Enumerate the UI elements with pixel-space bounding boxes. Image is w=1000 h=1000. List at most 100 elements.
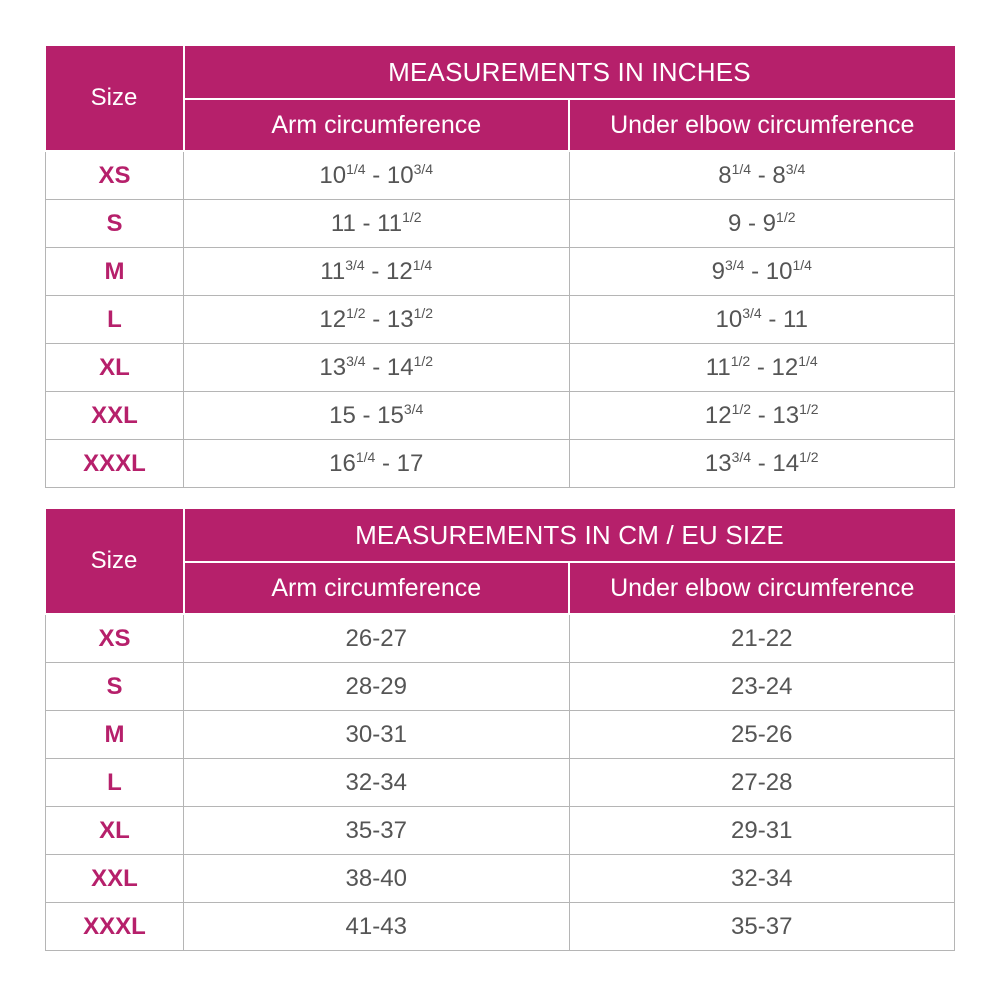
arm-value-b: 12 (386, 257, 413, 285)
elbow-value-cell: 133/4 - 141/2 (568, 439, 955, 488)
cm-size-header: Size (45, 509, 185, 615)
elbow-value-b: 8 (772, 161, 786, 189)
table-row: S 28-29 23-24 (45, 662, 955, 711)
elbow-value: 27-28 (568, 758, 955, 807)
arm-value: 41-43 (183, 902, 570, 951)
elbow-value: 29-31 (568, 806, 955, 855)
elbow-value-sep: - (761, 305, 784, 333)
cm-table-title: MEASUREMENTS IN CM / EU SIZE (182, 509, 955, 563)
elbow-value-as: 3/4 (731, 448, 752, 465)
arm-value-bs: 3/4 (413, 160, 434, 177)
table-row: XXXL 161/4 - 17 133/4 - 141/2 (45, 439, 955, 488)
size-label: XXL (45, 854, 184, 903)
arm-value-b: 11 (377, 209, 403, 237)
cm-table-body: XS 26-27 21-22 S 28-29 23-24 M 30-31 25-26 L 32-34… (45, 613, 955, 951)
arm-value-sep: - (365, 161, 387, 189)
elbow-value-bs: 1/2 (799, 448, 819, 465)
size-label: M (45, 710, 184, 759)
arm-value-bs: 1/4 (412, 256, 433, 273)
arm-value-bs: 1/2 (413, 352, 434, 369)
elbow-value-as: 1/2 (731, 400, 752, 417)
cm-elbow-header: Under elbow circumference (568, 561, 955, 615)
arm-value-a: 12 (319, 305, 347, 333)
elbow-value-bs: 3/4 (785, 160, 806, 177)
elbow-value-cell: 9 - 91/2 (568, 199, 955, 248)
table-row: XXL 38-40 32-34 (45, 854, 955, 903)
table-row: L 121/2 - 131/2 103/4 - 11 (45, 295, 955, 344)
arm-value: 38-40 (183, 854, 570, 903)
arm-value: 26-27 (183, 613, 570, 663)
arm-value-as: 1/4 (355, 448, 376, 465)
elbow-value-a: 11 (705, 353, 731, 381)
elbow-value-sep: - (751, 449, 773, 477)
size-label: XS (45, 150, 184, 200)
arm-value-a: 11 (330, 209, 356, 237)
elbow-value-a: 8 (718, 161, 732, 189)
table-row: L 32-34 27-28 (45, 758, 955, 807)
arm-value-sep: - (355, 401, 378, 429)
elbow-value-sep: - (751, 401, 773, 429)
elbow-value-as: 3/4 (742, 304, 762, 321)
arm-value-sep: - (364, 257, 387, 285)
elbow-value-cell: 93/4 - 101/4 (568, 247, 955, 296)
arm-value-sep: - (375, 449, 397, 477)
arm-value: 32-34 (183, 758, 570, 807)
cm-header-row: Size MEASUREMENTS IN CM / EU SIZE (45, 509, 955, 615)
table-row: XXL 15 - 153/4 121/2 - 131/2 (45, 391, 955, 440)
elbow-value: 21-22 (568, 613, 955, 663)
arm-value-cell: 133/4 - 141/2 (183, 343, 570, 392)
arm-value-a: 16 (329, 449, 356, 477)
elbow-value-a: 10 (715, 305, 743, 333)
elbow-value-a: 9 (727, 209, 742, 237)
size-label: L (45, 295, 184, 344)
cm-column-header-row: Arm circumference Under elbow circumfere… (46, 561, 955, 615)
arm-value-b: 15 (377, 401, 404, 429)
elbow-value-a: 9 (711, 257, 725, 285)
inches-table-body: XS 101/4 - 103/4 81/4 - 83/4 S 11 - 111/2 9 -… (45, 150, 955, 488)
elbow-value-bs: 1/4 (798, 352, 818, 369)
arm-value-as: 3/4 (345, 256, 365, 273)
arm-value-cell: 15 - 153/4 (183, 391, 570, 440)
table-row: XL 35-37 29-31 (45, 806, 955, 855)
arm-value: 28-29 (183, 662, 570, 711)
elbow-value-bs: 1/2 (799, 400, 819, 417)
elbow-value-sep: - (741, 209, 763, 237)
size-label: M (45, 247, 184, 296)
elbow-value-a: 13 (704, 449, 732, 477)
elbow-value-b: 11 (783, 305, 808, 333)
cm-arm-header: Arm circumference (183, 561, 570, 615)
arm-value: 35-37 (183, 806, 570, 855)
elbow-value-a: 12 (704, 401, 732, 429)
elbow-value-as: 3/4 (724, 256, 745, 273)
arm-value-sep: - (365, 305, 387, 333)
table-row: M 30-31 25-26 (45, 710, 955, 759)
arm-value-as: 1/2 (346, 304, 366, 321)
elbow-value-b: 14 (772, 449, 800, 477)
arm-value-b: 14 (386, 353, 414, 381)
elbow-value-cell: 111/2 - 121/4 (568, 343, 955, 392)
inches-table-title: MEASUREMENTS IN INCHES (182, 46, 955, 100)
arm-value-a: 13 (319, 353, 347, 381)
elbow-value-b: 13 (772, 401, 800, 429)
table-row: XXXL 41-43 35-37 (45, 902, 955, 951)
arm-value-sep: - (355, 209, 378, 237)
arm-value-cell: 101/4 - 103/4 (183, 150, 570, 200)
elbow-value-cell: 121/2 - 131/2 (568, 391, 955, 440)
size-label: S (45, 199, 184, 248)
inches-arm-header: Arm circumference (183, 98, 570, 152)
size-label: XL (45, 806, 184, 855)
arm-value-cell: 11 - 111/2 (183, 199, 570, 248)
elbow-value-cell: 81/4 - 83/4 (568, 150, 955, 200)
arm-value-b: 17 (396, 449, 424, 477)
inches-size-table: Size MEASUREMENTS IN INCHES Arm circumfe… (45, 46, 955, 488)
inches-elbow-header: Under elbow circumference (568, 98, 955, 152)
arm-value-bs: 3/4 (403, 400, 424, 417)
size-label: L (45, 758, 184, 807)
elbow-value: 23-24 (568, 662, 955, 711)
inches-size-header: Size (45, 46, 185, 152)
arm-value-cell: 121/2 - 131/2 (183, 295, 570, 344)
arm-value-sep: - (365, 353, 387, 381)
elbow-value-cell: 103/4 - 11 (568, 295, 955, 344)
arm-value-a: 11 (320, 257, 346, 285)
elbow-value-b: 12 (771, 353, 799, 381)
